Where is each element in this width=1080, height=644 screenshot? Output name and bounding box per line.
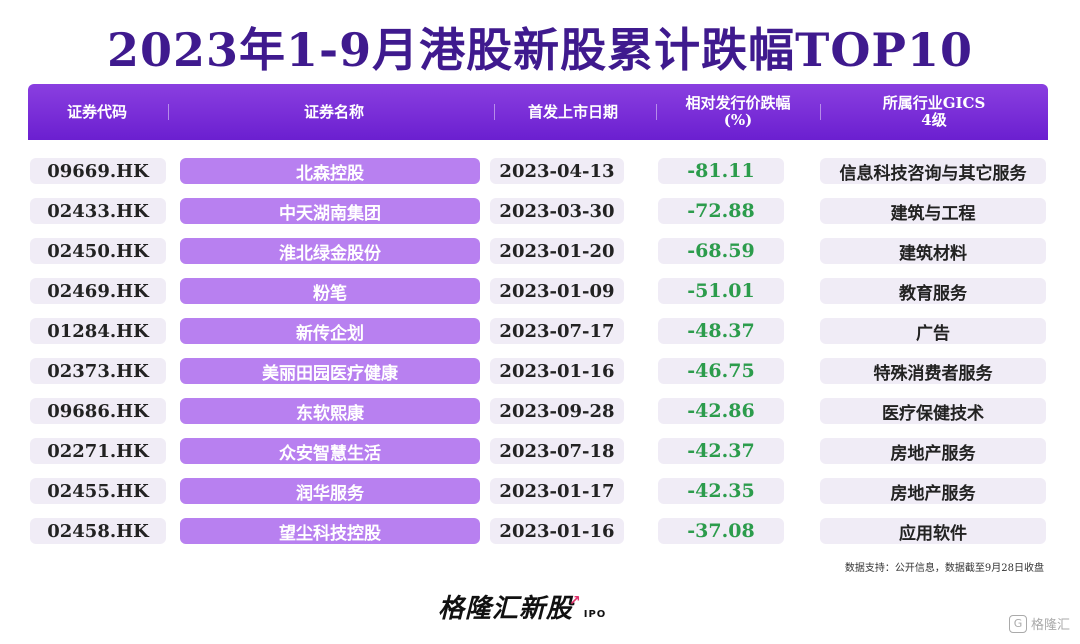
cell-date: 2023-07-18 (490, 438, 624, 464)
table-row: 09686.HK 东软熙康 2023-09-28 -42.86 医疗保健技术 (0, 396, 1080, 426)
brand-logo-sub: IPO (583, 609, 607, 620)
cell-ind: 医疗保健技术 (820, 398, 1046, 424)
cell-date: 2023-01-09 (490, 278, 624, 304)
page-title: 2023年1-9月港股新股累计跌幅TOP10 (106, 23, 974, 77)
cell-name: 粉笔 (180, 278, 480, 304)
watermark-text: 格隆汇 (1030, 618, 1070, 633)
source-note: 数据支持：公开信息，数据截至9月28日收盘 (844, 563, 1044, 574)
brand-logo-text: 格隆汇新股 (438, 594, 574, 624)
table-row: 02450.HK 淮北绿金股份 2023-01-20 -68.59 建筑材料 (0, 236, 1080, 266)
header-divider (494, 104, 495, 120)
cell-pct: -51.01 (658, 278, 784, 304)
cell-ind: 房地产服务 (820, 478, 1046, 504)
header-pct-line1: 相对发行价跌幅 (685, 94, 791, 112)
cell-name: 东软熙康 (180, 398, 480, 424)
cell-date: 2023-09-28 (490, 398, 624, 424)
cell-code: 02450.HK (30, 238, 166, 264)
cell-ind: 广告 (820, 318, 1046, 344)
cell-pct: -68.59 (658, 238, 784, 264)
watermark: G 格隆汇 (1008, 614, 1070, 633)
header-date: 首发上市日期 (527, 102, 618, 121)
cell-pct: -42.86 (658, 398, 784, 424)
header-name: 证券名称 (303, 102, 364, 121)
cell-ind: 信息科技咨询与其它服务 (820, 158, 1046, 184)
table-row: 02433.HK 中天湖南集团 2023-03-30 -72.88 建筑与工程 (0, 196, 1080, 226)
header-pct: 相对发行价跌幅 (%) (656, 84, 820, 140)
cell-code: 02373.HK (30, 358, 166, 384)
header-industry: 所属行业GICS 4级 (820, 84, 1048, 140)
table-row: 02469.HK 粉笔 2023-01-09 -51.01 教育服务 (0, 276, 1080, 306)
cell-name: 淮北绿金股份 (180, 238, 480, 264)
watermark-logo-icon: G (1008, 614, 1027, 633)
cell-ind: 房地产服务 (820, 438, 1046, 464)
cell-date: 2023-07-17 (490, 318, 624, 344)
table-row: 02455.HK 润华服务 2023-01-17 -42.35 房地产服务 (0, 476, 1080, 506)
cell-date: 2023-03-30 (490, 198, 624, 224)
table-row: 09669.HK 北森控股 2023-04-13 -81.11 信息科技咨询与其它服务 (0, 156, 1080, 186)
cell-code: 09686.HK (30, 398, 166, 424)
header-divider (168, 104, 169, 120)
cell-code: 02455.HK (30, 478, 166, 504)
cell-pct: -81.11 (658, 158, 784, 184)
cell-date: 2023-01-17 (490, 478, 624, 504)
cell-pct: -48.37 (658, 318, 784, 344)
cell-code: 02469.HK (30, 278, 166, 304)
header-code: 证券代码 (66, 102, 127, 121)
cell-name: 润华服务 (180, 478, 480, 504)
cell-pct: -42.35 (658, 478, 784, 504)
cell-code: 01284.HK (30, 318, 166, 344)
table-row: 01284.HK 新传企划 2023-07-17 -48.37 广告 (0, 316, 1080, 346)
cell-ind: 应用软件 (820, 518, 1046, 544)
table-row: 02271.HK 众安智慧生活 2023-07-18 -42.37 房地产服务 (0, 436, 1080, 466)
cell-code: 02271.HK (30, 438, 166, 464)
cell-pct: -42.37 (658, 438, 784, 464)
cell-date: 2023-01-20 (490, 238, 624, 264)
cell-pct: -46.75 (658, 358, 784, 384)
header-divider (820, 104, 821, 120)
cell-date: 2023-04-13 (490, 158, 624, 184)
header-industry-line1: 所属行业GICS (882, 94, 986, 112)
cell-date: 2023-01-16 (490, 358, 624, 384)
trend-arrow-icon: ↗ (569, 593, 582, 609)
cell-name: 中天湖南集团 (180, 198, 480, 224)
header-divider (656, 104, 657, 120)
cell-name: 众安智慧生活 (180, 438, 480, 464)
cell-ind: 建筑与工程 (820, 198, 1046, 224)
cell-pct: -72.88 (658, 198, 784, 224)
header-pct-line2: (%) (723, 111, 753, 129)
cell-code: 02433.HK (30, 198, 166, 224)
cell-name: 北森控股 (180, 158, 480, 184)
cell-pct: -37.08 (658, 518, 784, 544)
cell-name: 美丽田园医疗健康 (180, 358, 480, 384)
cell-ind: 教育服务 (820, 278, 1046, 304)
cell-name: 新传企划 (180, 318, 480, 344)
cell-code: 09669.HK (30, 158, 166, 184)
table-row: 02458.HK 望尘科技控股 2023-01-16 -37.08 应用软件 (0, 516, 1080, 546)
cell-ind: 建筑材料 (820, 238, 1046, 264)
brand-logo: 格隆汇新股↗IPO (438, 588, 606, 625)
header-industry-line2: 4级 (921, 111, 947, 129)
cell-ind: 特殊消费者服务 (820, 358, 1046, 384)
cell-code: 02458.HK (30, 518, 166, 544)
cell-name: 望尘科技控股 (180, 518, 480, 544)
table-header: 证券代码 证券名称 首发上市日期 相对发行价跌幅 (%) 所属行业GICS 4级 (28, 84, 1048, 140)
cell-date: 2023-01-16 (490, 518, 624, 544)
table-row: 02373.HK 美丽田园医疗健康 2023-01-16 -46.75 特殊消费者服务 (0, 356, 1080, 386)
